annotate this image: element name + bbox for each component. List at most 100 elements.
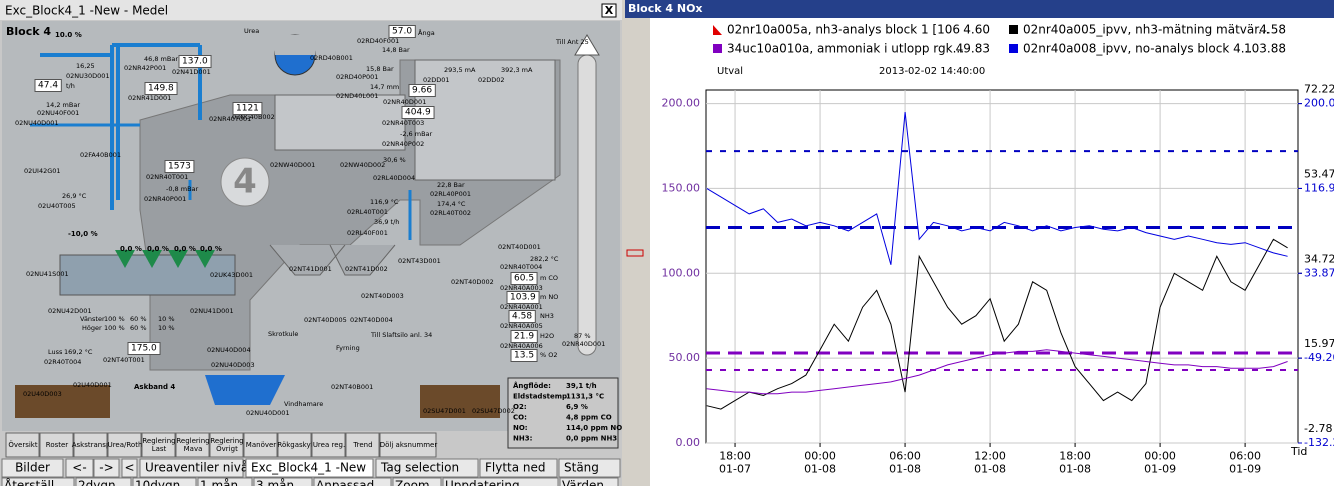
taskbar-label[interactable]: Ureaventiler nivå xyxy=(145,461,248,475)
tag-label: 22,8 Bar xyxy=(437,181,465,189)
splitter-grip[interactable] xyxy=(626,249,644,257)
toolbar-label[interactable]: 10dygn xyxy=(135,479,180,486)
value-readout: 149.8 xyxy=(148,84,174,94)
tag-label: 02RL40T002 xyxy=(430,209,471,217)
toolbar-label[interactable]: Zoom xyxy=(395,479,430,486)
nav-button-label[interactable]: Manöver xyxy=(246,441,276,449)
taskbar-button[interactable] xyxy=(558,458,621,478)
toolbar-button[interactable] xyxy=(75,477,132,486)
ash-basin xyxy=(205,375,285,405)
nav-button-label[interactable]: Trend xyxy=(352,441,372,449)
taskbar-label[interactable]: Tag selection xyxy=(380,461,459,475)
nav-button[interactable] xyxy=(379,432,437,458)
tag-label: 02RD40F001 xyxy=(357,37,399,45)
readout-box xyxy=(510,272,538,285)
nav-button[interactable] xyxy=(141,432,176,458)
nav-button[interactable] xyxy=(311,432,346,458)
tag-label: 02RD40P001 xyxy=(336,73,378,81)
legend-marker xyxy=(713,25,722,35)
ash-container xyxy=(420,385,500,418)
readout-box xyxy=(178,55,212,68)
nav-button-label[interactable]: Översikt xyxy=(8,440,37,449)
nav-button-label[interactable]: Reglering Mava xyxy=(176,437,209,453)
taskbar-label[interactable]: Stäng xyxy=(564,461,599,475)
taskbar-button[interactable] xyxy=(121,458,138,478)
process-labels: 10.0 % Urea 57.0 Ånga Till Ant 25 46,8 mBar 13… xyxy=(15,25,605,417)
taskbar-button[interactable] xyxy=(93,458,120,478)
toolbar-label[interactable]: 2dygn xyxy=(78,479,116,486)
nav-button[interactable] xyxy=(107,432,142,458)
tag-label: 02NU41S001 xyxy=(26,270,69,278)
taskbar-button[interactable] xyxy=(139,458,244,478)
nav-button-label[interactable]: Urea reg. xyxy=(313,441,345,449)
info-value: 39,1 t/h xyxy=(566,382,597,390)
nav-button-label[interactable]: Urea/Roth xyxy=(108,441,143,449)
toolbar-label[interactable]: Värden xyxy=(562,479,604,486)
value-readout: 404.9 xyxy=(405,108,431,118)
nav-button[interactable] xyxy=(209,432,244,458)
toolbar-label[interactable]: Anpassad xyxy=(316,479,374,486)
selection-time: 2013-02-02 14:40:00 xyxy=(879,66,985,77)
toolbar-button[interactable] xyxy=(392,477,442,486)
close-icon[interactable]: X xyxy=(605,4,614,17)
taskbar-button[interactable] xyxy=(65,458,94,478)
toolbar-label[interactable]: Återställ xyxy=(4,478,54,486)
taskbar-label[interactable]: Exc_Block4_1 -New xyxy=(251,461,366,475)
info-label: Ångflöde: xyxy=(513,381,551,390)
taskbar-label[interactable]: Flytta ned xyxy=(485,461,546,475)
nav-button-label[interactable]: Rökgaskyl xyxy=(277,441,312,449)
x-axis-label: Tid xyxy=(1290,445,1307,458)
nav-button-label[interactable]: Reglering Last xyxy=(142,437,175,453)
nav-button[interactable] xyxy=(175,432,210,458)
nav-button[interactable] xyxy=(243,432,278,458)
toolbar-label[interactable]: 1 mån xyxy=(200,479,238,486)
tag-label: 02U40D001 xyxy=(73,381,112,389)
toolbar-button[interactable] xyxy=(559,477,619,486)
toolbar-button[interactable] xyxy=(442,477,559,486)
toolbar-button[interactable] xyxy=(313,477,392,486)
nav-button-label[interactable]: Askstransp xyxy=(72,441,111,449)
nav-button[interactable] xyxy=(39,432,74,458)
nav-button[interactable] xyxy=(5,432,40,458)
tag-label: 46,8 mBar xyxy=(144,55,178,63)
toolbar-label[interactable]: 3 mån xyxy=(256,479,294,486)
nav-button[interactable] xyxy=(73,432,108,458)
toolbar-button[interactable] xyxy=(132,477,197,486)
tag-label: 02FA40B001 xyxy=(80,151,121,159)
toolbar-button[interactable] xyxy=(1,477,75,486)
toolbar-button[interactable] xyxy=(253,477,313,486)
nav-button[interactable] xyxy=(345,432,380,458)
value-readout: 9.66 xyxy=(412,86,432,96)
taskbar-button[interactable] xyxy=(375,458,479,478)
taskbar-label[interactable]: <- xyxy=(72,461,86,475)
close-button[interactable] xyxy=(601,3,617,18)
tag-label: 282,2 °C xyxy=(530,255,559,263)
tag-label: 02NU40D003 xyxy=(211,361,255,369)
legend-value: 4.58 xyxy=(1259,23,1286,37)
tag-label: m CO xyxy=(540,274,558,282)
tag-label: 02NT43D001 xyxy=(398,257,441,265)
taskbar-button[interactable] xyxy=(1,458,64,478)
tag-label: 02NU40D004 xyxy=(207,346,251,354)
legend-label: 02nr40a008_ipvv, no-analys block 4... xyxy=(1023,42,1252,56)
taskbar-label[interactable]: -> xyxy=(99,461,113,475)
toolbar-button[interactable] xyxy=(197,477,253,486)
toolbar-label[interactable]: Uppdatering xyxy=(445,479,520,486)
y2-tick-label: 53.47 xyxy=(1304,167,1334,180)
tag-label: 02NU42D001 xyxy=(48,307,92,315)
nav-button-label[interactable]: Roster xyxy=(46,441,69,449)
drum-top xyxy=(275,35,315,55)
tag-label: 26,9 °C xyxy=(62,192,87,200)
nav-button-label[interactable]: Reglering Övrigt xyxy=(210,437,243,453)
taskbar-button[interactable] xyxy=(245,458,374,478)
taskbar-label[interactable]: Bilder xyxy=(15,461,50,475)
taskbar-button[interactable] xyxy=(479,458,558,478)
tag-label: 02NU40D001 xyxy=(246,409,290,417)
tag-label: 87 % xyxy=(574,332,591,340)
legend-label: 02nr10a005a, nh3-analys block 1 [106 xyxy=(727,23,960,37)
y-tick-label: 150.00 xyxy=(662,181,701,194)
nav-button[interactable] xyxy=(277,432,312,458)
nav-button-label[interactable]: Dölj aksnummer xyxy=(380,441,438,449)
taskbar-label[interactable]: < xyxy=(124,461,134,475)
